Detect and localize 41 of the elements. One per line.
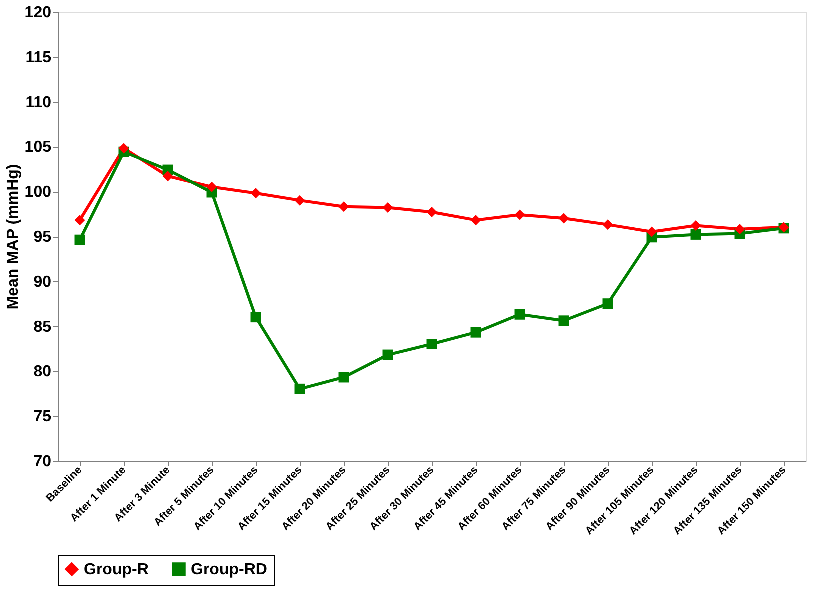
point: [382, 350, 394, 360]
y-tick-label: 85: [34, 318, 52, 336]
point: [338, 202, 350, 212]
point: [426, 339, 438, 350]
point: [206, 182, 218, 192]
y-tick-label: 110: [26, 94, 52, 112]
point: [514, 210, 526, 220]
point: [514, 309, 526, 320]
point: [426, 207, 438, 218]
point: [294, 195, 306, 206]
point: [338, 372, 350, 383]
point: [74, 215, 86, 226]
y-tick-label: 105: [24, 139, 52, 156]
legend-label: Group-RD: [191, 561, 268, 578]
point: [558, 213, 570, 224]
point: [294, 384, 306, 394]
point: [690, 229, 702, 240]
point: [734, 224, 746, 235]
y-tick-label: 95: [34, 229, 52, 246]
point: [74, 234, 86, 246]
point: [470, 215, 482, 226]
y-axis-title: Mean MAP (mmHg): [4, 164, 22, 310]
point: [250, 312, 262, 323]
y-tick-label: 75: [34, 408, 52, 426]
point: [602, 220, 614, 230]
legend-label: Group-R: [84, 561, 150, 578]
point: [558, 316, 570, 326]
point: [470, 327, 482, 338]
point: [690, 220, 702, 231]
y-tick-label: 120: [24, 4, 52, 22]
y-tick-label: 115: [26, 49, 52, 66]
point: [646, 226, 658, 238]
y-tick-label: 70: [34, 454, 52, 470]
point: [382, 202, 394, 214]
point: [250, 188, 262, 199]
point: [602, 298, 614, 310]
point: [118, 143, 130, 154]
y-tick-label: 80: [34, 364, 52, 381]
y-tick-label: 90: [34, 274, 52, 291]
y-tick-label: 100: [24, 184, 52, 202]
point: [162, 171, 174, 182]
